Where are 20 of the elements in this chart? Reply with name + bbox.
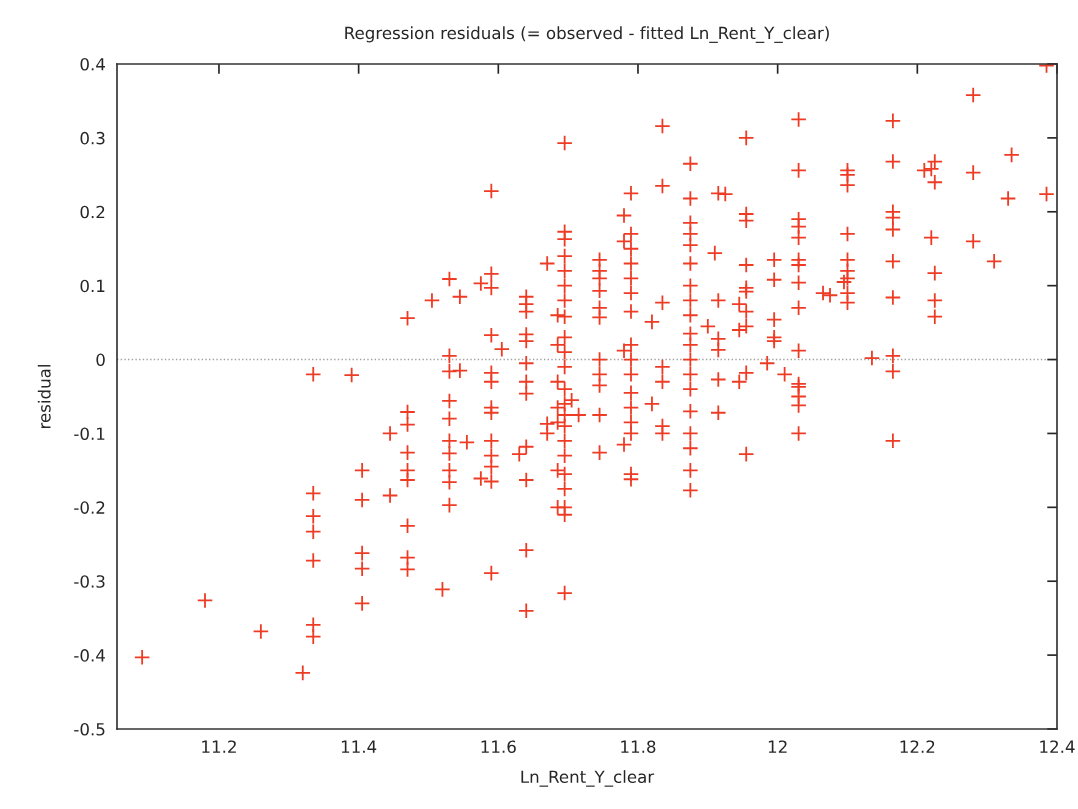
y-tick-label: 0.1: [80, 279, 105, 293]
x-tick-label: 11.6: [481, 740, 516, 754]
x-tick-label: 12: [768, 740, 787, 753]
y-tick-label: 0: [96, 353, 105, 367]
x-axis-title: Ln_Rent_Y_clear: [521, 770, 655, 787]
x-tick-label: 11.8: [621, 740, 656, 754]
x-tick-label: 12.4: [1040, 740, 1075, 753]
y-tick-label: -0.2: [74, 501, 105, 514]
chart-title: Regression residuals (= observed - fitted Ln_Rent_Y_clear): [345, 26, 829, 43]
y-tick-label: 0.4: [80, 57, 105, 71]
y-tick-label: -0.5: [74, 722, 105, 736]
y-axis-title: residual: [37, 365, 51, 428]
x-tick-label: 12.2: [900, 740, 935, 753]
y-tick-label: -0.3: [74, 575, 105, 588]
x-tick-label: 11.2: [202, 740, 236, 753]
x-tick-label: 11.4: [341, 740, 377, 753]
y-tick-label: -0.4: [74, 649, 105, 662]
y-tick-label: 0.3: [80, 131, 105, 145]
y-tick-label: 0.2: [80, 205, 105, 219]
y-tick-label: -0.1: [74, 427, 105, 441]
